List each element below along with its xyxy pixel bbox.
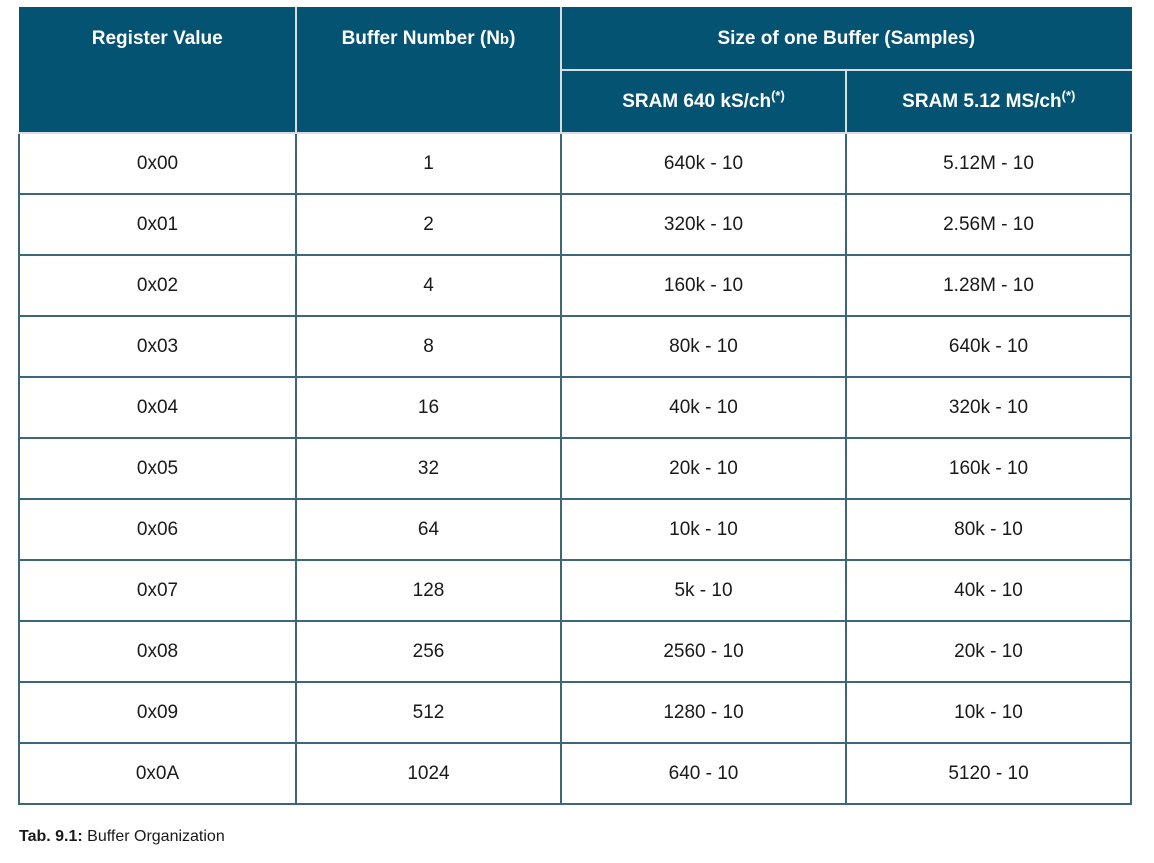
header-buffer-number-suffix: ) — [509, 28, 516, 49]
cell-sram-640: 40k - 10 — [560, 376, 847, 439]
header-register-value-label: Register Value — [91, 28, 223, 49]
table-row: 0x00 1 640k - 10 5.12M - 10 — [18, 132, 1133, 195]
header-buffer-number-prefix: Buffer Number (N — [341, 28, 500, 49]
header-sram-640-label: SRAM 640 kS/ch — [622, 90, 772, 112]
header-register-value: Register Value — [18, 7, 297, 134]
table-row: 0x08 256 2560 - 10 20k - 10 — [18, 620, 1133, 683]
header-row-sub: SRAM 640 kS/ch(*) SRAM 5.12 MS/ch(*) — [19, 69, 1132, 134]
cell-sram-512: 10k - 10 — [844, 681, 1133, 744]
cell-buffer-number: 256 — [295, 620, 562, 683]
cell-sram-512: 2.56M - 10 — [844, 193, 1133, 256]
header-sram-640-note: (*) — [771, 87, 785, 103]
cell-sram-640: 640 - 10 — [560, 742, 847, 805]
header-sram-512-label: SRAM 5.12 MS/ch — [902, 90, 1062, 112]
table-body: 0x00 1 640k - 10 5.12M - 10 0x01 2 320k - 10 2.… — [18, 132, 1133, 805]
cell-buffer-number: 4 — [295, 254, 562, 317]
cell-sram-512: 320k - 10 — [844, 376, 1133, 439]
cell-sram-640: 10k - 10 — [560, 498, 847, 561]
cell-buffer-number: 1 — [295, 132, 562, 195]
buffer-organization-table-wrapper: Register Value Buffer Number (Nb) Size o… — [18, 7, 1133, 805]
cell-sram-512: 5.12M - 10 — [844, 132, 1133, 195]
header-buffer-number: Buffer Number (Nb) — [295, 7, 562, 134]
cell-buffer-number: 128 — [295, 559, 562, 622]
header-sram-640: SRAM 640 kS/ch(*) — [560, 69, 847, 134]
cell-buffer-number: 8 — [295, 315, 562, 378]
cell-buffer-number: 2 — [295, 193, 562, 256]
cell-sram-640: 640k - 10 — [560, 132, 847, 195]
cell-register-value: 0x0A — [18, 742, 297, 805]
cell-sram-512: 5120 - 10 — [844, 742, 1133, 805]
cell-register-value: 0x05 — [18, 437, 297, 500]
cell-sram-512: 40k - 10 — [844, 559, 1133, 622]
table-row: 0x05 32 20k - 10 160k - 10 — [18, 437, 1133, 500]
cell-register-value: 0x04 — [18, 376, 297, 439]
header-size-of-one-buffer: Size of one Buffer (Samples) — [559, 7, 1132, 71]
cell-sram-640: 20k - 10 — [560, 437, 847, 500]
cell-register-value: 0x01 — [18, 193, 297, 256]
cell-sram-640: 80k - 10 — [560, 315, 847, 378]
cell-register-value: 0x07 — [18, 559, 297, 622]
header-size-of-one-buffer-label: Size of one Buffer (Samples) — [717, 27, 976, 49]
cell-sram-640: 2560 - 10 — [560, 620, 847, 683]
table-row: 0x06 64 10k - 10 80k - 10 — [18, 498, 1133, 561]
cell-buffer-number: 16 — [295, 376, 562, 439]
header-buffer-number-subscript: b — [499, 31, 510, 48]
cell-sram-640: 160k - 10 — [560, 254, 847, 317]
cell-sram-512: 1.28M - 10 — [844, 254, 1133, 317]
buffer-organization-table: Register Value Buffer Number (Nb) Size o… — [18, 7, 1133, 805]
cell-register-value: 0x08 — [18, 620, 297, 683]
table-row: 0x04 16 40k - 10 320k - 10 — [18, 376, 1133, 439]
cell-sram-512: 20k - 10 — [844, 620, 1133, 683]
table-row: 0x07 128 5k - 10 40k - 10 — [18, 559, 1133, 622]
cell-register-value: 0x02 — [18, 254, 297, 317]
cell-register-value: 0x03 — [18, 315, 297, 378]
cell-buffer-number: 512 — [295, 681, 562, 744]
table-row: 0x01 2 320k - 10 2.56M - 10 — [18, 193, 1133, 256]
table-row: 0x0A 1024 640 - 10 5120 - 10 — [18, 742, 1133, 805]
cell-sram-640: 1280 - 10 — [560, 681, 847, 744]
table-caption: Tab. 9.1: Buffer Organization — [19, 828, 225, 846]
cell-register-value: 0x09 — [18, 681, 297, 744]
header-sram-512-note: (*) — [1061, 87, 1076, 103]
cell-sram-512: 160k - 10 — [844, 437, 1133, 500]
table-row: 0x03 8 80k - 10 640k - 10 — [18, 315, 1133, 378]
header-sram-512: SRAM 5.12 MS/ch(*) — [844, 69, 1132, 134]
table-caption-text: Buffer Organization — [82, 828, 225, 845]
cell-sram-640: 5k - 10 — [560, 559, 847, 622]
cell-buffer-number: 64 — [295, 498, 562, 561]
table-header: Register Value Buffer Number (Nb) Size o… — [18, 7, 1132, 134]
cell-sram-640: 320k - 10 — [560, 193, 847, 256]
table-caption-label: Tab. 9.1: — [19, 828, 83, 845]
header-row-top: Register Value Buffer Number (Nb) Size o… — [18, 7, 1132, 134]
cell-register-value: 0x00 — [18, 132, 297, 195]
table-row: 0x09 512 1280 - 10 10k - 10 — [18, 681, 1133, 744]
table-row: 0x02 4 160k - 10 1.28M - 10 — [18, 254, 1133, 317]
cell-sram-512: 640k - 10 — [844, 315, 1133, 378]
cell-sram-512: 80k - 10 — [844, 498, 1133, 561]
cell-buffer-number: 1024 — [295, 742, 562, 805]
cell-buffer-number: 32 — [295, 437, 562, 500]
cell-register-value: 0x06 — [18, 498, 297, 561]
